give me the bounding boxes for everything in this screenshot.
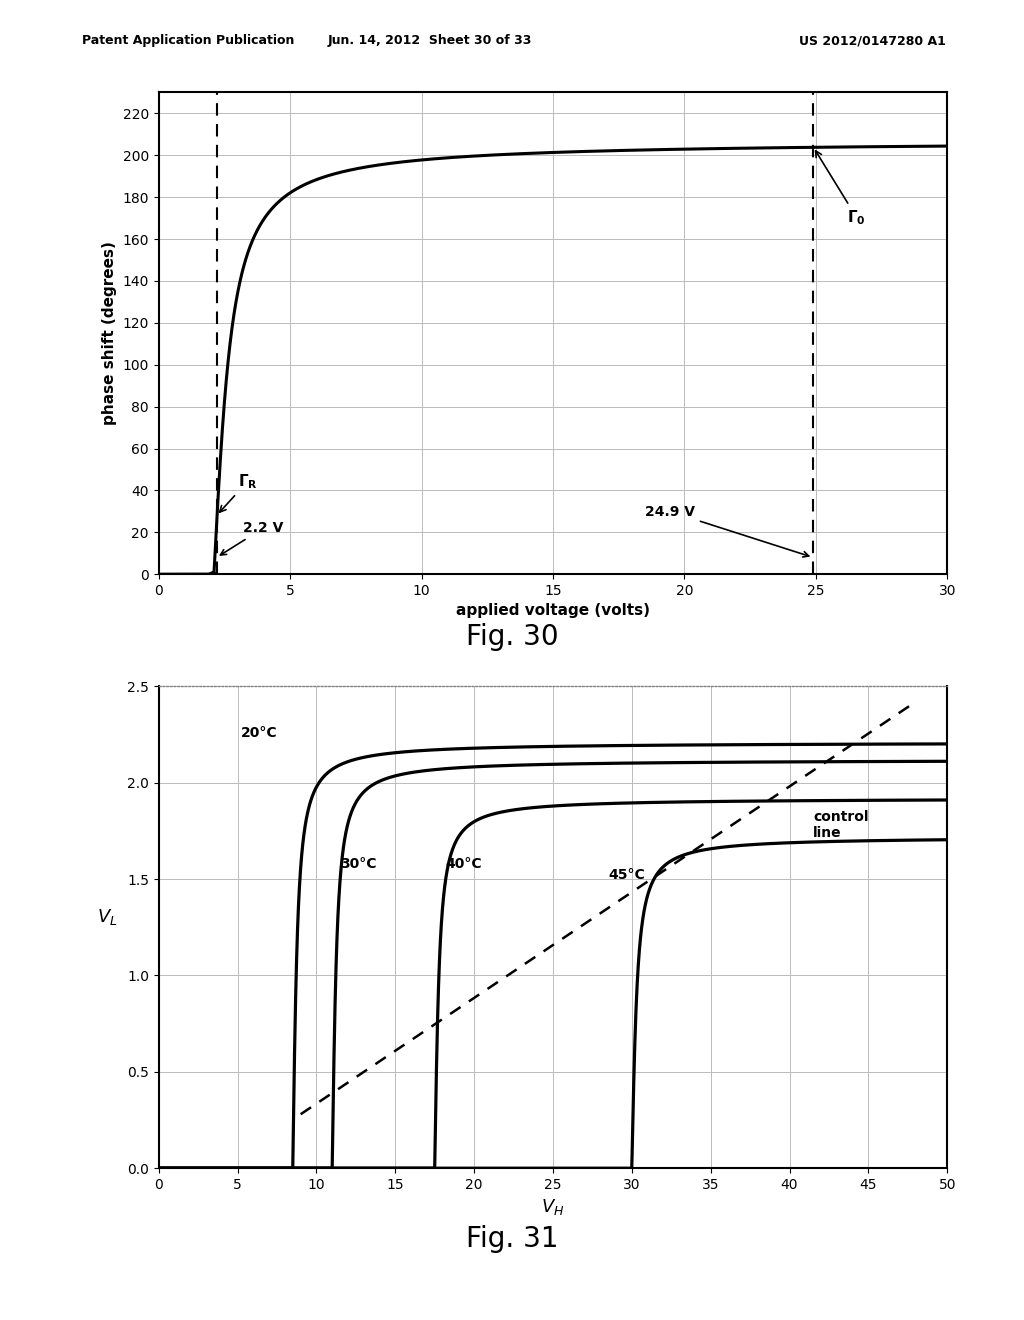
Text: Jun. 14, 2012  Sheet 30 of 33: Jun. 14, 2012 Sheet 30 of 33 [328, 34, 532, 48]
Text: Fig. 31: Fig. 31 [466, 1225, 558, 1253]
Text: $\mathbf{\Gamma_0}$: $\mathbf{\Gamma_0}$ [815, 150, 866, 227]
Text: Fig. 30: Fig. 30 [466, 623, 558, 651]
Text: 20°C: 20°C [241, 726, 278, 739]
Text: Patent Application Publication: Patent Application Publication [82, 34, 294, 48]
X-axis label: applied voltage (volts): applied voltage (volts) [456, 603, 650, 619]
Text: 24.9 V: 24.9 V [645, 504, 809, 557]
Text: 45°C: 45°C [608, 869, 645, 882]
Text: control
line: control line [813, 809, 868, 840]
Text: 40°C: 40°C [445, 857, 482, 871]
Y-axis label: phase shift (degrees): phase shift (degrees) [102, 242, 117, 425]
Text: US 2012/0147280 A1: US 2012/0147280 A1 [799, 34, 945, 48]
Text: 30°C: 30°C [340, 857, 377, 871]
Text: $\mathbf{\Gamma_R}$: $\mathbf{\Gamma_R}$ [220, 473, 257, 512]
Y-axis label: $V_L$: $V_L$ [97, 907, 118, 927]
X-axis label: $V_H$: $V_H$ [542, 1197, 564, 1217]
Text: 2.2 V: 2.2 V [220, 521, 284, 554]
